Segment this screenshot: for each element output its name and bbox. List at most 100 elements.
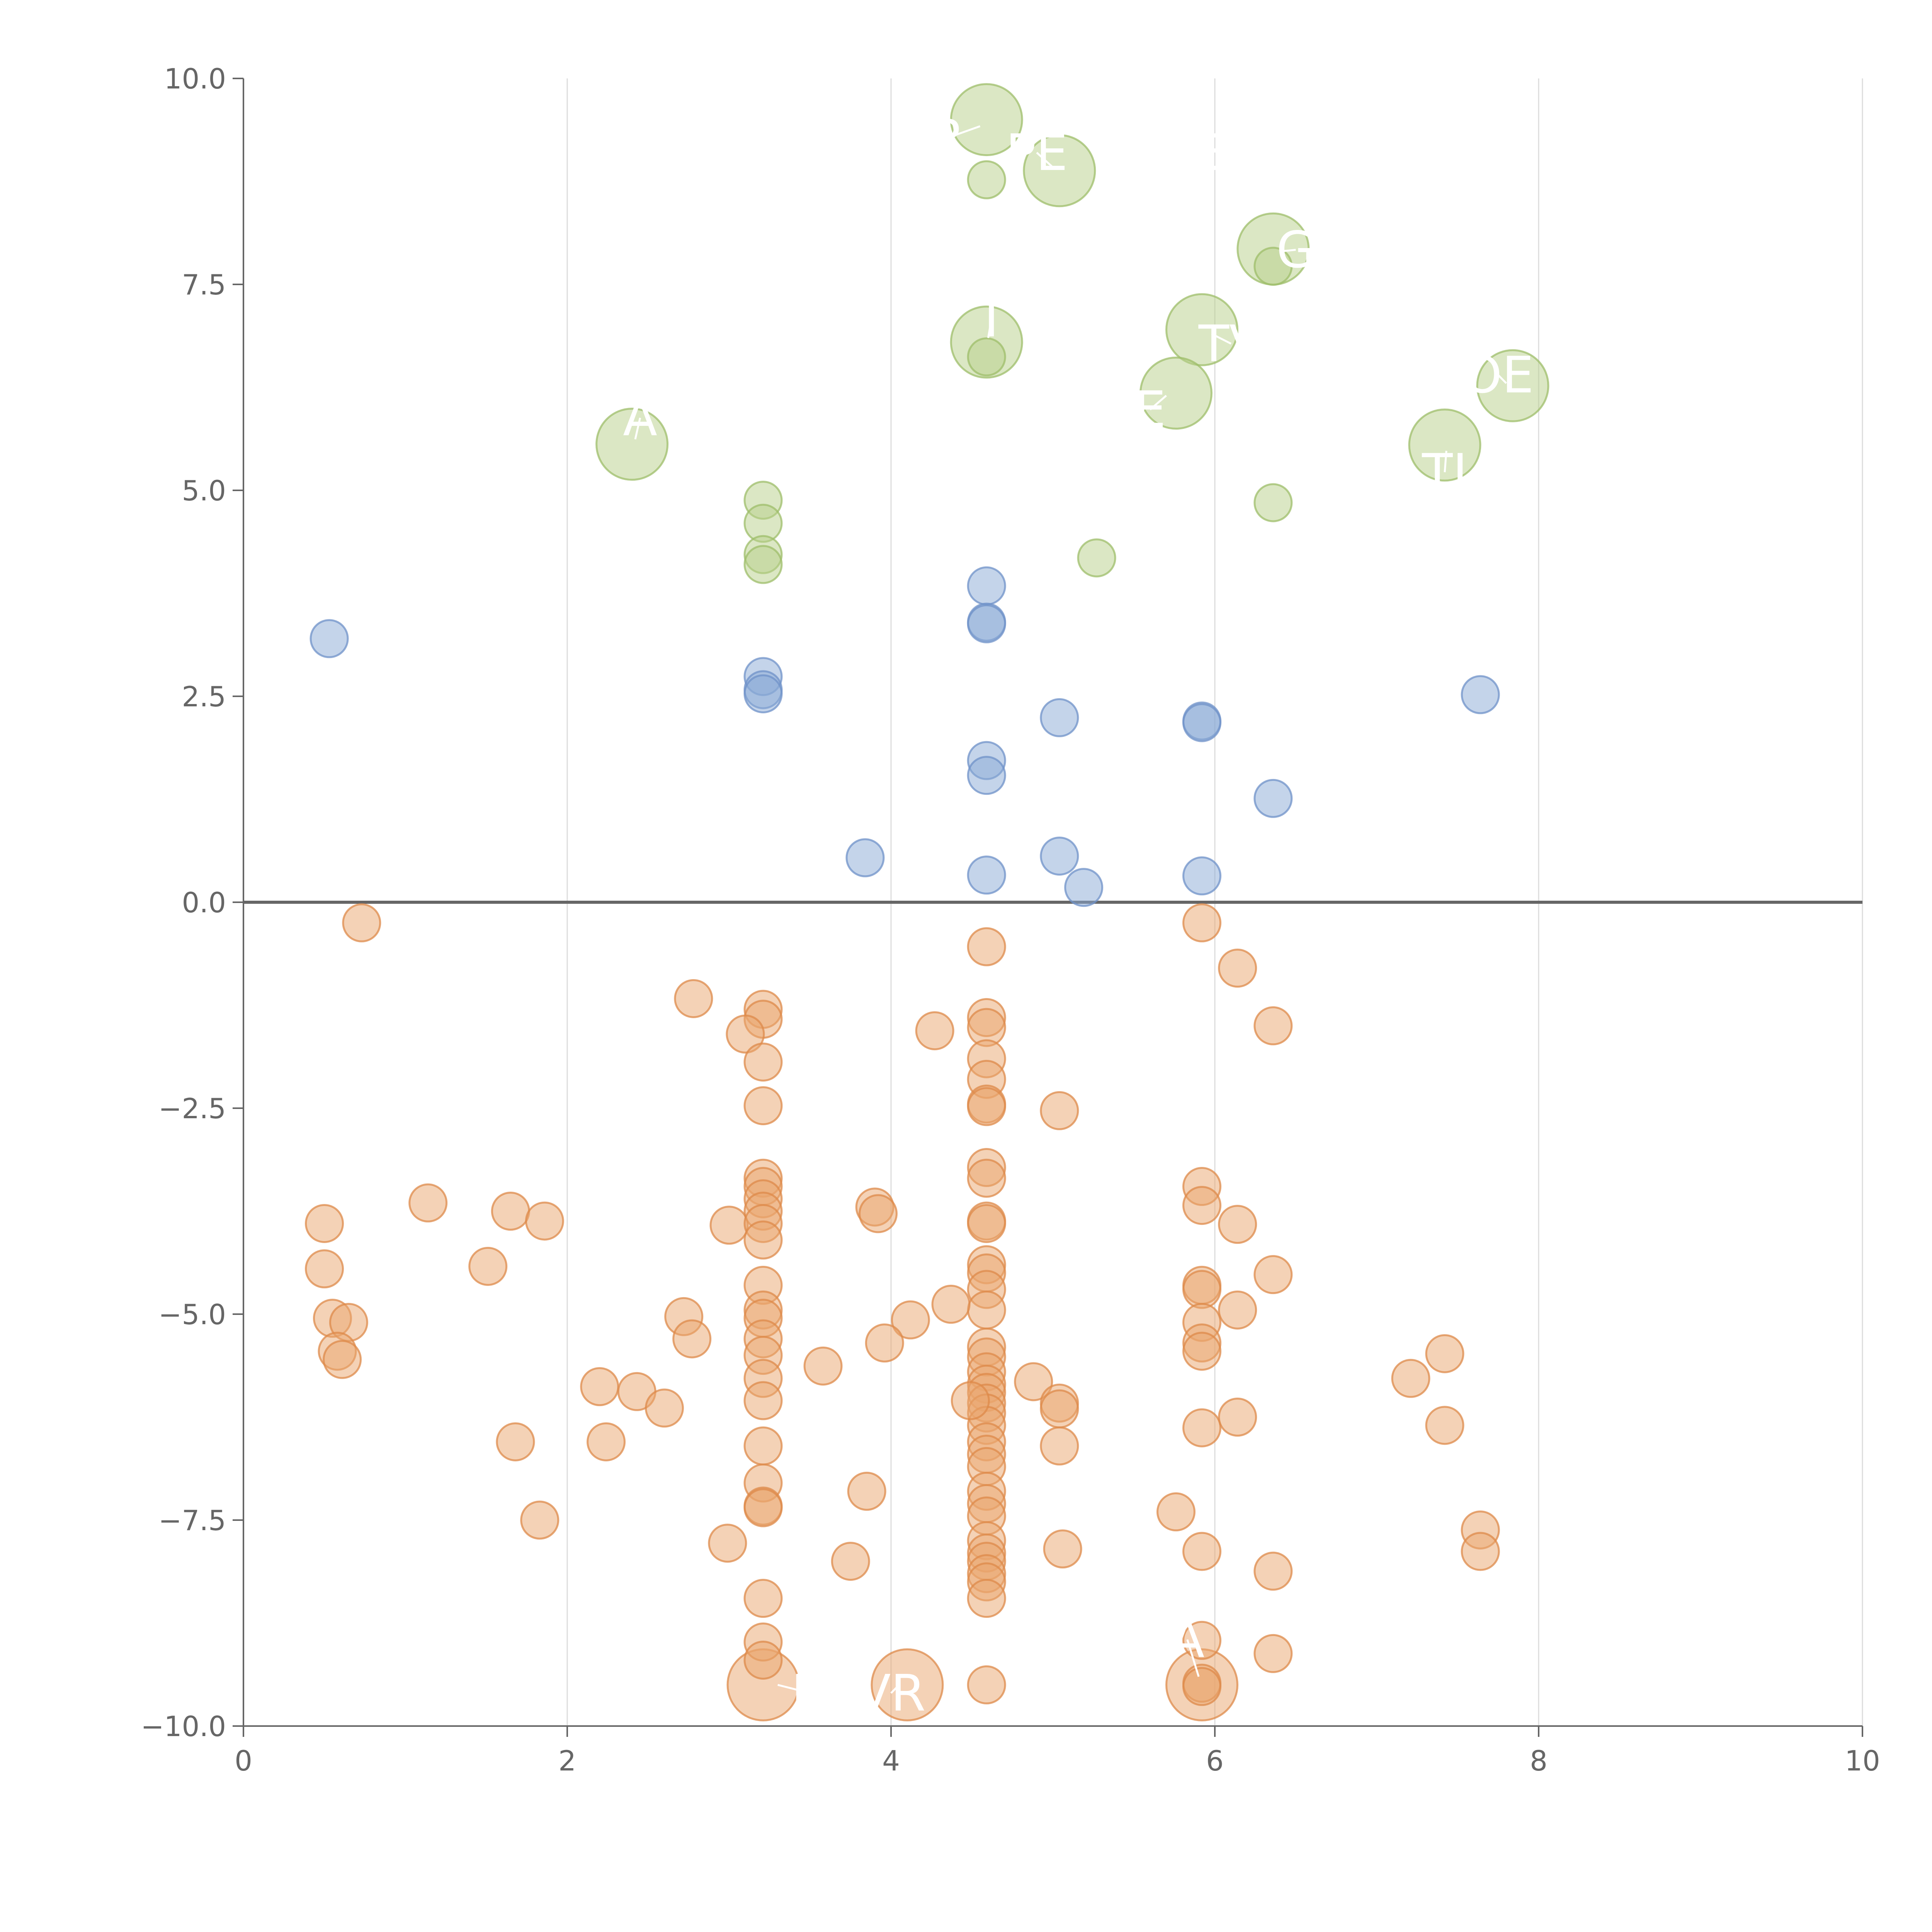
orange-point [709,1206,749,1245]
orange-point [743,1488,783,1527]
small-green-point [967,160,1006,199]
orange-point [1182,1621,1221,1660]
blue-point [1253,779,1293,818]
annotation-leader [1497,374,1507,384]
blue-point [967,855,1006,895]
orange-point [967,1204,1006,1243]
orange-point [1040,1389,1079,1429]
orange-point [1218,1398,1257,1437]
y-tick-label: 5.0 [182,474,226,507]
annotation-label: R [930,109,965,167]
orange-point [847,1471,886,1511]
orange-point [496,1422,535,1461]
orange-point [803,1346,843,1386]
orange-point [1182,903,1221,942]
x-tick-label: 8 [1530,1745,1548,1777]
orange-point [491,1192,530,1231]
orange-point [967,1290,1006,1330]
orange-point [1425,1334,1464,1373]
orange-point [1253,1006,1293,1046]
orange-point [1182,1408,1221,1447]
annotation-label: A [623,388,657,447]
orange-point [1182,1186,1221,1225]
orange-point [672,1319,712,1359]
annotation-label: A [1170,1610,1204,1669]
large-green-point [1408,408,1481,482]
x-tick-label: 6 [1206,1745,1224,1777]
blue-point [1461,675,1500,714]
orange-point [520,1500,560,1540]
annotation-leader [1279,248,1296,253]
orange-point [831,1542,870,1581]
x-tick-label: 10 [1845,1745,1880,1777]
annotation-leader [1211,333,1232,345]
orange-point [1043,1529,1082,1569]
annotation-leader [1444,451,1447,473]
orange-point [967,1665,1006,1704]
orange-point [1182,1332,1221,1371]
annotation-leader [1186,1639,1200,1677]
orange-point [1461,1532,1500,1571]
annotation-leader [947,125,981,139]
blue-point [1040,698,1079,737]
orange-point [408,1183,448,1223]
orange-point [305,1204,344,1243]
annotation-label: G [1276,220,1315,279]
small-green-point [1077,538,1116,578]
x-tick-label: 2 [558,1745,576,1777]
small-green-point [743,545,783,584]
orange-point [743,1640,783,1680]
data-points [305,83,1549,1721]
orange-point [587,1422,626,1461]
annotation-leader [890,1684,900,1694]
large-green-point [1023,134,1096,207]
blue-point [1182,703,1221,742]
orange-point [1218,949,1257,988]
large-green-point [595,408,669,481]
orange-point [342,903,381,942]
orange-point [967,1158,1006,1198]
y-tick-label: 10.0 [164,63,226,95]
y-tick-label: 0.0 [182,886,226,919]
annotation-label: VR [856,1664,925,1723]
orange-point [1253,1255,1293,1294]
large-green-point [1165,293,1238,366]
blue-point [967,604,1006,643]
blue-point [743,674,783,714]
orange-point [1182,1667,1221,1706]
x-tick-label: 4 [882,1745,900,1777]
orange-point [1014,1362,1053,1401]
blue-point [1064,868,1104,907]
orange-point [743,1043,783,1082]
orange-point [1182,1532,1221,1571]
orange-point [967,1087,1006,1126]
annotation-label: T [976,290,1007,349]
orange-point [743,1220,783,1260]
y-tick-label: −2.5 [158,1092,226,1125]
large-green-point [1476,349,1549,422]
annotation-label: TV [1198,315,1264,373]
blue-point [1182,856,1221,896]
blue-point [845,838,885,878]
orange-point [865,1323,904,1363]
orange-point [1253,1551,1293,1591]
y-tick-label: 7.5 [182,269,226,301]
annotation-label: PE [1006,123,1068,182]
blue-point [1040,837,1079,876]
blue-point [310,619,349,658]
annotation-leader [777,1684,811,1694]
orange-point [1040,1426,1079,1466]
orange-point [858,1194,898,1233]
orange-point [1218,1290,1257,1330]
x-tick-label: 0 [235,1745,252,1777]
y-tick-label: −10.0 [141,1710,226,1743]
annotation-leader [634,417,641,440]
orange-point [1182,1270,1221,1309]
orange-point [645,1388,684,1428]
orange-point [891,1300,930,1340]
orange-point [743,1381,783,1420]
annotation-label: E [1134,380,1166,439]
large-green-point [1139,356,1213,430]
annotation-leader [1149,395,1167,410]
